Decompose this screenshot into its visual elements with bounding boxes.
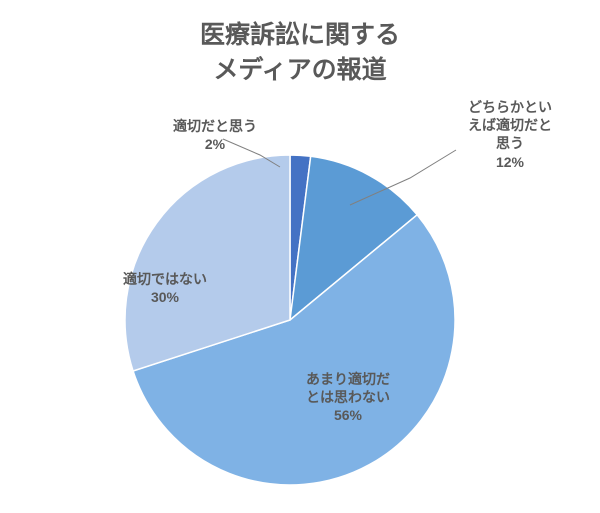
slice-label: あまり適切だとは思わない56% [288,370,408,425]
slice-label: 適切ではない30% [110,270,220,306]
slice-label: 適切だと思う2% [155,117,275,153]
pie-svg [0,0,600,513]
pie-chart-container: 医療訴訟に関する メディアの報道 適切だと思う2%どちらかといえば適切だと思う1… [0,0,600,513]
slice-label: どちらかといえば適切だと思う12% [455,98,565,171]
